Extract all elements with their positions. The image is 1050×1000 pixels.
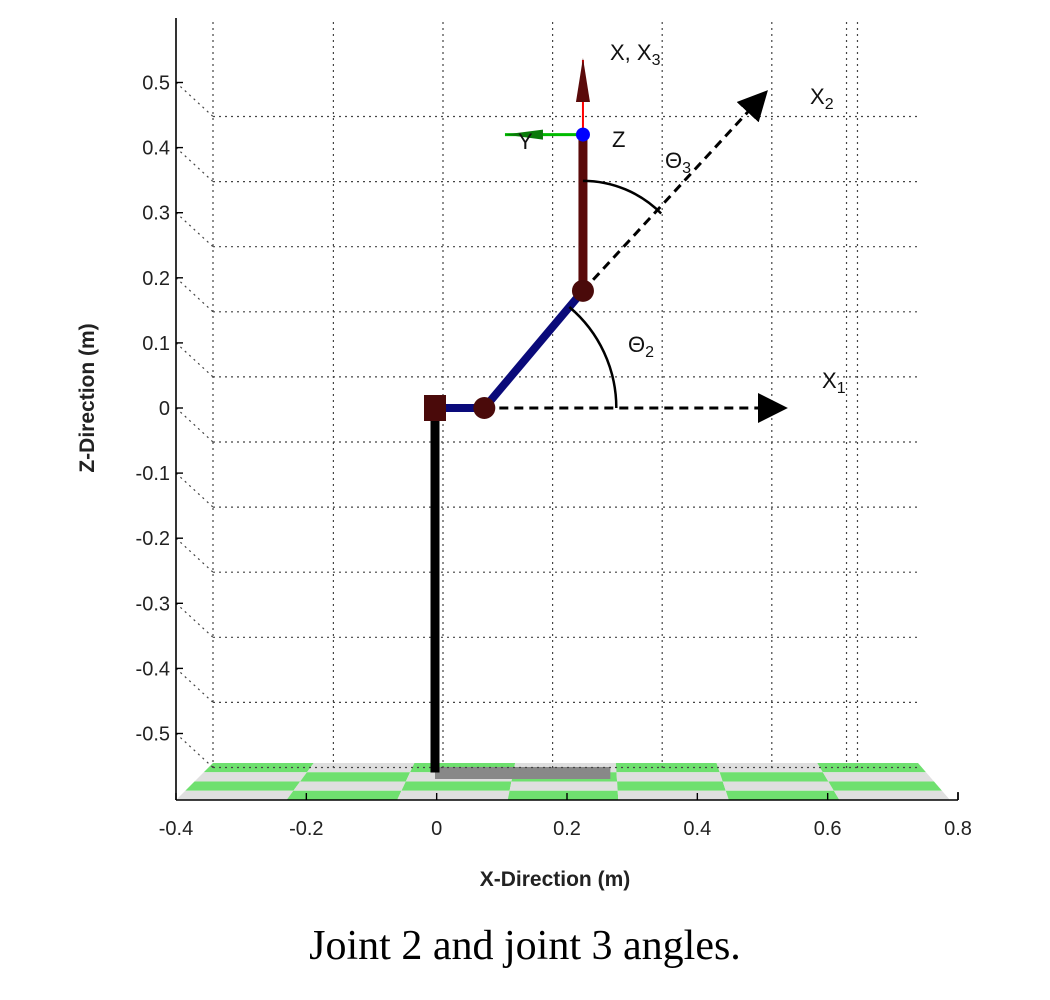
theta2-label: Θ2 (628, 332, 654, 361)
grid-line-depth (175, 147, 214, 183)
floor-tile (833, 790, 950, 800)
frame-z-label: Z (612, 127, 625, 152)
y-tick-label: 0.4 (142, 138, 170, 160)
y-tick-label: 0.2 (142, 268, 170, 290)
theta2-arc (568, 306, 618, 409)
theta3-arc (582, 179, 663, 215)
floor-tile (185, 781, 301, 791)
x2-label: X2 (810, 84, 834, 113)
grid-line-depth (175, 472, 214, 508)
y-tick-label: 0.5 (142, 73, 170, 95)
floor-tile (507, 790, 619, 800)
x1-label: X1 (822, 368, 846, 397)
y-tick-label: -0.5 (136, 724, 170, 746)
floor-tile (397, 790, 510, 800)
grid-line-depth (175, 602, 214, 638)
floor-tile (716, 763, 823, 773)
grid-line-depth (175, 407, 214, 443)
frame-x-arrowhead (575, 58, 590, 102)
y-tick-label: 0.3 (142, 203, 170, 225)
floor-tile (509, 781, 618, 791)
frame-z-marker (575, 127, 590, 142)
x-tick-label: 0 (431, 818, 442, 840)
base-shadow (435, 767, 611, 779)
grid-line-depth (175, 667, 214, 703)
y-tick-label: -0.2 (136, 528, 170, 550)
x-tick-label: -0.2 (289, 818, 323, 840)
y-tick-label: 0 (159, 398, 170, 420)
grid-line-depth (175, 212, 214, 248)
x3-label: X, X3 (610, 40, 661, 69)
grid-line-depth (175, 733, 214, 768)
grid-line-depth (175, 342, 214, 378)
floor-tile (286, 790, 402, 800)
floor-tile (722, 781, 834, 791)
x-axis-label: X-Direction (m) (480, 868, 631, 891)
floor-tile (194, 772, 307, 782)
floor-tile (293, 781, 406, 791)
floor-tile (817, 763, 926, 773)
x-tick-label: 0.6 (814, 818, 842, 840)
floor-tile (616, 772, 723, 782)
figure-caption: Joint 2 and joint 3 angles. (309, 923, 741, 969)
y-tick-label: 0.1 (142, 333, 170, 355)
frame-y-arrowhead (504, 129, 543, 140)
x-tick-label: 0.2 (553, 818, 581, 840)
x-tick-label: 0.8 (944, 818, 972, 840)
y-tick-label: -0.4 (136, 658, 170, 680)
checkered-floor (176, 763, 950, 800)
grid-line-depth (175, 537, 214, 573)
floor-tile (828, 781, 942, 791)
floor-tile (615, 763, 720, 773)
grid-line-depth (175, 82, 214, 117)
floor-tile (617, 790, 729, 800)
annotations: X1 X2 X, X3 Θ2 Θ3 Y Z (518, 40, 846, 397)
floor-tile (401, 781, 512, 791)
joint-3 (571, 279, 594, 302)
grid-line-depth (175, 277, 214, 313)
floor-tile (725, 790, 840, 800)
floor-tile (822, 772, 934, 782)
floor-tile (300, 772, 411, 782)
floor-tile (203, 763, 314, 773)
joint-2 (473, 397, 496, 419)
base-joint (424, 395, 446, 421)
frame-y-label: Y (518, 129, 533, 154)
theta3-label: Θ3 (665, 148, 691, 177)
robot-arm (424, 58, 788, 773)
x-tick-label: -0.4 (159, 818, 193, 840)
x-tick-label: 0.4 (683, 818, 711, 840)
y-axis-label: Z-Direction (m) (76, 323, 99, 472)
x2-reference-axis (581, 90, 768, 292)
link-2 (481, 288, 587, 411)
y-tick-label: -0.3 (136, 593, 170, 615)
floor-tile (719, 772, 829, 782)
floor-tile (617, 781, 726, 791)
tick-labels: -0.4 -0.2 0 0.2 0.4 0.6 0.8 0.5 0.4 0.3 0.2 0.1 0 -0.… (136, 73, 972, 841)
y-tick-label: -0.1 (136, 463, 170, 485)
floor-tile (306, 763, 415, 773)
floor-tile (176, 790, 294, 800)
